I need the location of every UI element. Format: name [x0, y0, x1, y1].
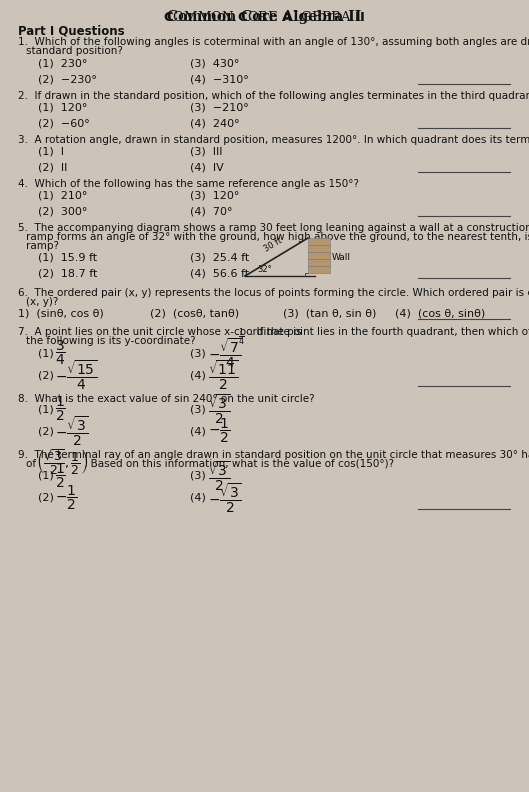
Text: . If the point lies in the fourth quadrant, then which of: . If the point lies in the fourth quadra… — [250, 327, 529, 337]
Text: $\dfrac{\sqrt{3}}{2}$: $\dfrac{\sqrt{3}}{2}$ — [208, 392, 230, 425]
Text: (1): (1) — [38, 348, 54, 358]
Bar — [308, 252, 330, 259]
Text: (4): (4) — [190, 426, 206, 436]
Text: (1)  15.9 ft: (1) 15.9 ft — [38, 253, 97, 263]
Text: (3): (3) — [190, 348, 206, 358]
Text: 3.  A rotation angle, drawn in standard position, measures 1200°. In which quadr: 3. A rotation angle, drawn in standard p… — [18, 135, 529, 145]
Text: Part I Questions: Part I Questions — [18, 25, 125, 38]
Text: 1.  Which of the following angles is coterminal with an angle of 130°, assuming : 1. Which of the following angles is cote… — [18, 37, 529, 47]
Text: $\frac{1}{4}$: $\frac{1}{4}$ — [238, 327, 245, 348]
Text: 2.  If drawn in the standard position, which of the following angles terminates : 2. If drawn in the standard position, wh… — [18, 91, 529, 101]
Text: (1)  230°: (1) 230° — [38, 59, 87, 69]
Text: Common Core Algebra II: Common Core Algebra II — [167, 10, 361, 24]
Text: standard position?: standard position? — [26, 46, 123, 56]
Text: (2)  (cosθ, tanθ): (2) (cosθ, tanθ) — [150, 309, 239, 319]
Text: ramp?: ramp? — [26, 241, 59, 251]
Text: (2)  300°: (2) 300° — [38, 206, 87, 216]
Text: (3): (3) — [190, 471, 206, 481]
Text: the following is its y-coordinate?: the following is its y-coordinate? — [26, 336, 196, 346]
Text: (3): (3) — [190, 404, 206, 414]
Text: (2): (2) — [38, 370, 54, 380]
Text: $-\dfrac{1}{2}$: $-\dfrac{1}{2}$ — [208, 417, 231, 445]
Text: (2)  18.7 ft: (2) 18.7 ft — [38, 268, 97, 278]
Text: (1)  210°: (1) 210° — [38, 191, 87, 201]
Text: 30 ft: 30 ft — [263, 236, 284, 254]
Text: $-\dfrac{\sqrt{3}}{2}$: $-\dfrac{\sqrt{3}}{2}$ — [208, 482, 242, 515]
Text: (2)  −230°: (2) −230° — [38, 74, 97, 84]
Bar — [308, 266, 330, 273]
Text: $\dfrac{\sqrt{3}}{2}$: $\dfrac{\sqrt{3}}{2}$ — [208, 459, 230, 493]
Text: ramp forms an angle of 32° with the ground, how high above the ground, to the ne: ramp forms an angle of 32° with the grou… — [26, 232, 529, 242]
Text: (2): (2) — [38, 493, 54, 503]
Text: $-\dfrac{\sqrt{15}}{4}$: $-\dfrac{\sqrt{15}}{4}$ — [55, 359, 97, 391]
Text: (3)  III: (3) III — [190, 147, 223, 157]
Text: $-\dfrac{\sqrt{3}}{2}$: $-\dfrac{\sqrt{3}}{2}$ — [55, 414, 89, 447]
Text: (2)  II: (2) II — [38, 162, 67, 172]
Text: (2): (2) — [38, 426, 54, 436]
Text: 9.  The terminal ray of an angle drawn in standard position on the unit circle t: 9. The terminal ray of an angle drawn in… — [18, 450, 529, 460]
Text: 6.  The ordered pair (x, y) represents the locus of points forming the circle. W: 6. The ordered pair (x, y) represents th… — [18, 288, 529, 298]
Bar — [308, 259, 330, 266]
Text: 7.  A point lies on the unit circle whose x-coordinate is: 7. A point lies on the unit circle whose… — [18, 327, 305, 337]
Text: (3)  430°: (3) 430° — [190, 59, 240, 69]
Text: $\dfrac{3}{4}$: $\dfrac{3}{4}$ — [55, 339, 66, 367]
Text: $\dfrac{\sqrt{11}}{2}$: $\dfrac{\sqrt{11}}{2}$ — [208, 359, 239, 391]
Bar — [308, 245, 330, 252]
Text: (1): (1) — [38, 471, 54, 481]
Text: $\dfrac{1}{2}$: $\dfrac{1}{2}$ — [55, 462, 66, 490]
Text: $-\dfrac{\sqrt{7}}{4}$: $-\dfrac{\sqrt{7}}{4}$ — [208, 337, 242, 370]
Text: (4)  240°: (4) 240° — [190, 118, 240, 128]
Text: (4): (4) — [190, 370, 206, 380]
Text: 4.  Which of the following has the same reference angle as 150°?: 4. Which of the following has the same r… — [18, 179, 359, 189]
Text: $-\dfrac{1}{2}$: $-\dfrac{1}{2}$ — [55, 484, 77, 512]
Bar — [308, 238, 330, 245]
Text: $\left(\dfrac{\sqrt{3}}{2}, \dfrac{1}{2}\right)$: $\left(\dfrac{\sqrt{3}}{2}, \dfrac{1}{2}… — [36, 447, 88, 477]
Text: (3)  (tan θ, sin θ): (3) (tan θ, sin θ) — [283, 309, 376, 319]
Text: (4)  (cos θ, sinθ): (4) (cos θ, sinθ) — [395, 309, 485, 319]
Text: (4)  −310°: (4) −310° — [190, 74, 249, 84]
Text: 32°: 32° — [257, 265, 272, 274]
Text: (3)  120°: (3) 120° — [190, 191, 240, 201]
Text: (x, y)?: (x, y)? — [26, 297, 58, 307]
Text: (1): (1) — [38, 404, 54, 414]
Text: $\dfrac{1}{2}$: $\dfrac{1}{2}$ — [55, 395, 66, 423]
Text: (4)  70°: (4) 70° — [190, 206, 233, 216]
Text: 5.  The accompanying diagram shows a ramp 30 feet long leaning against a wall at: 5. The accompanying diagram shows a ramp… — [18, 223, 529, 233]
Text: (2)  −60°: (2) −60° — [38, 118, 90, 128]
Text: . Based on this information, what is the value of cos(150°)?: . Based on this information, what is the… — [84, 459, 394, 469]
Text: 1)  (sinθ, cos θ): 1) (sinθ, cos θ) — [18, 309, 104, 319]
Text: 8.  What is the exact value of sin 240° on the unit circle?: 8. What is the exact value of sin 240° o… — [18, 394, 315, 404]
Text: $\mathbf{C}$OMMON $\mathbf{C}$ORE $\mathbf{A}$LGEBRA $\mathbf{II}$: $\mathbf{C}$OMMON $\mathbf{C}$ORE $\math… — [163, 10, 365, 24]
Text: Wall: Wall — [332, 253, 351, 261]
Text: (1)  I: (1) I — [38, 147, 64, 157]
Text: (4)  IV: (4) IV — [190, 162, 224, 172]
Text: (3)  −210°: (3) −210° — [190, 103, 249, 113]
Text: (4)  56.6 ft: (4) 56.6 ft — [190, 268, 249, 278]
Text: of: of — [26, 459, 39, 469]
Text: (1)  120°: (1) 120° — [38, 103, 87, 113]
Text: (3)  25.4 ft: (3) 25.4 ft — [190, 253, 249, 263]
Text: (4): (4) — [190, 493, 206, 503]
